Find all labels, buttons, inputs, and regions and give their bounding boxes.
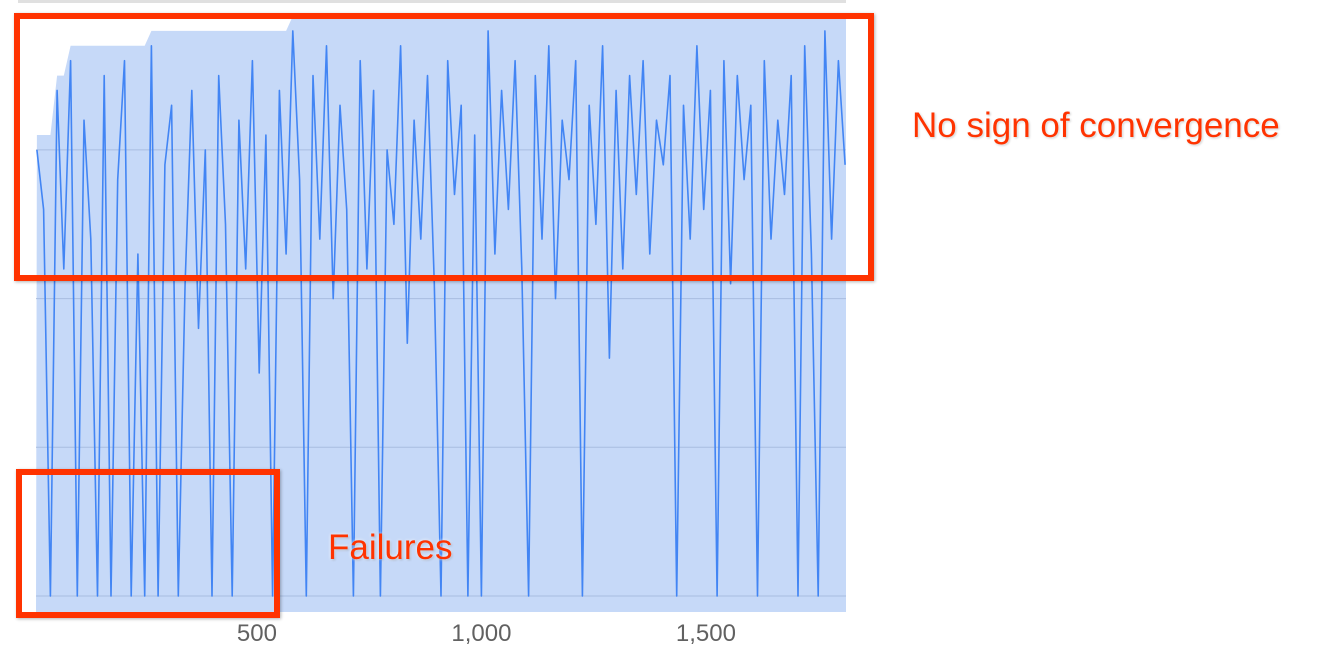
convergence-highlight-box bbox=[14, 13, 874, 281]
top-border bbox=[18, 0, 846, 3]
x-tick-label: 1,000 bbox=[451, 620, 511, 647]
failures-highlight-box bbox=[16, 469, 280, 618]
x-tick-label: 500 bbox=[237, 620, 277, 647]
convergence-annotation: No sign of convergence bbox=[912, 106, 1280, 145]
x-tick-label: 1,500 bbox=[676, 620, 736, 647]
failures-annotation: Failures bbox=[328, 528, 453, 567]
